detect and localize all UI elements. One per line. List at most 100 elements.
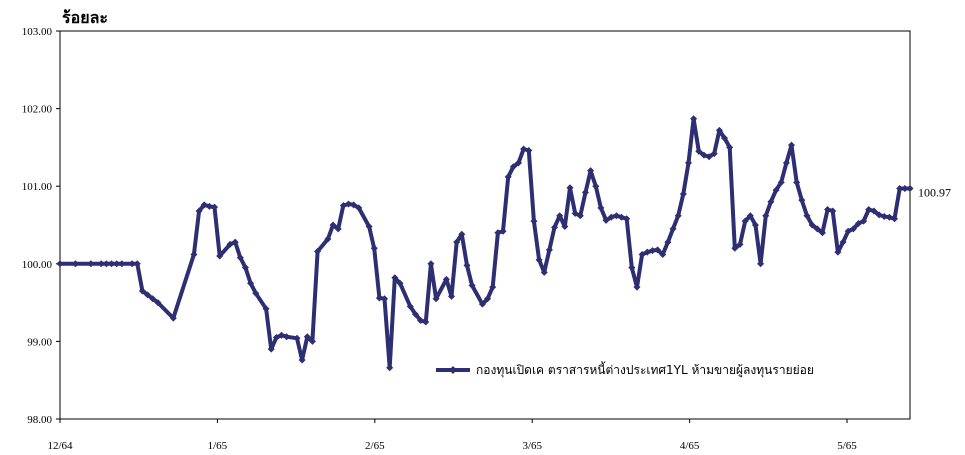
data-point [654, 246, 662, 254]
data-point [633, 283, 641, 291]
y-tick-label: 102.00 [22, 104, 53, 116]
data-point [278, 331, 286, 339]
data-point [154, 299, 162, 307]
data-point [334, 225, 342, 233]
data-point [710, 150, 718, 158]
data-point [798, 196, 806, 204]
data-point [494, 229, 502, 237]
x-tick-label: 4/65 [680, 440, 700, 452]
data-point [592, 182, 600, 190]
y-tick-label: 100.00 [22, 259, 53, 271]
data-point [885, 213, 893, 221]
data-point [298, 356, 306, 364]
data-point [308, 337, 316, 345]
data-point [350, 201, 358, 209]
data-point [530, 217, 538, 225]
data-point [684, 159, 692, 167]
data-point [267, 345, 275, 353]
data-point [669, 225, 677, 233]
data-point [679, 190, 687, 198]
data-point [478, 300, 486, 308]
data-point [628, 264, 636, 272]
data-point [370, 244, 378, 252]
data-point [612, 212, 620, 220]
data-point [314, 247, 322, 255]
data-point [463, 261, 471, 269]
x-tick-label: 3/65 [522, 440, 542, 452]
data-point [169, 314, 177, 322]
end-value-label: 100.97 [918, 186, 951, 200]
x-tick-label: 12/64 [47, 440, 73, 452]
data-point [514, 159, 522, 167]
data-point [736, 240, 744, 248]
data-point [87, 260, 95, 268]
data-point [381, 295, 389, 303]
data-point [664, 238, 672, 246]
data-point [442, 275, 450, 283]
data-point [556, 212, 564, 220]
data-point [746, 212, 754, 220]
data-point [813, 225, 821, 233]
x-axis-ticks: 12/64 1/65 2/65 3/65 4/65 5/65 [47, 419, 857, 452]
data-point [751, 221, 759, 229]
data-point [607, 213, 615, 221]
data-point [453, 238, 461, 246]
data-point [757, 260, 765, 268]
data-point [715, 126, 723, 134]
data-point [772, 186, 780, 194]
series-markers [56, 115, 914, 372]
data-point [700, 151, 708, 159]
data-point [375, 294, 383, 302]
data-point [808, 221, 816, 229]
data-point [144, 291, 152, 299]
data-point [324, 235, 332, 243]
data-point [834, 248, 842, 256]
plot-area-border [59, 30, 911, 420]
data-point [108, 260, 116, 268]
data-point [731, 244, 739, 252]
data-point [509, 163, 517, 171]
y-axis-title: ร้อยละ [62, 8, 108, 27]
data-point [71, 260, 79, 268]
data-point [854, 219, 862, 227]
data-point [860, 217, 868, 225]
data-point [741, 217, 749, 225]
data-point [303, 333, 311, 341]
data-point [200, 201, 208, 209]
data-point [896, 185, 904, 193]
data-point [113, 260, 121, 268]
data-point [648, 247, 656, 255]
data-point [643, 248, 651, 256]
data-point [566, 184, 574, 192]
data-point [365, 223, 373, 231]
data-point [638, 250, 646, 258]
data-point [726, 143, 734, 151]
data-point [870, 207, 878, 215]
data-point [448, 292, 456, 300]
data-point [690, 115, 698, 123]
data-point [535, 256, 543, 264]
data-point [674, 212, 682, 220]
data-point [782, 159, 790, 167]
data-point [252, 289, 260, 297]
data-point [339, 202, 347, 210]
series-line [60, 116, 910, 370]
data-point [226, 240, 234, 248]
y-tick-label: 101.00 [22, 181, 53, 193]
x-tick-label: 5/65 [837, 440, 857, 452]
y-tick-label: 98.00 [27, 414, 52, 426]
data-point [623, 215, 631, 223]
data-point [236, 254, 244, 262]
data-point [427, 260, 435, 268]
legend: กองทุนเปิดเค ตราสารหนี้ต่างประเทศ1YL ห้า… [436, 361, 814, 378]
data-point [458, 230, 466, 238]
data-point [133, 260, 141, 268]
data-point [865, 205, 873, 213]
data-point [777, 178, 785, 186]
data-point [891, 215, 899, 223]
data-point [97, 260, 105, 268]
data-point [386, 364, 394, 372]
data-point [839, 238, 847, 246]
data-point [283, 333, 291, 341]
data-point [762, 212, 770, 220]
